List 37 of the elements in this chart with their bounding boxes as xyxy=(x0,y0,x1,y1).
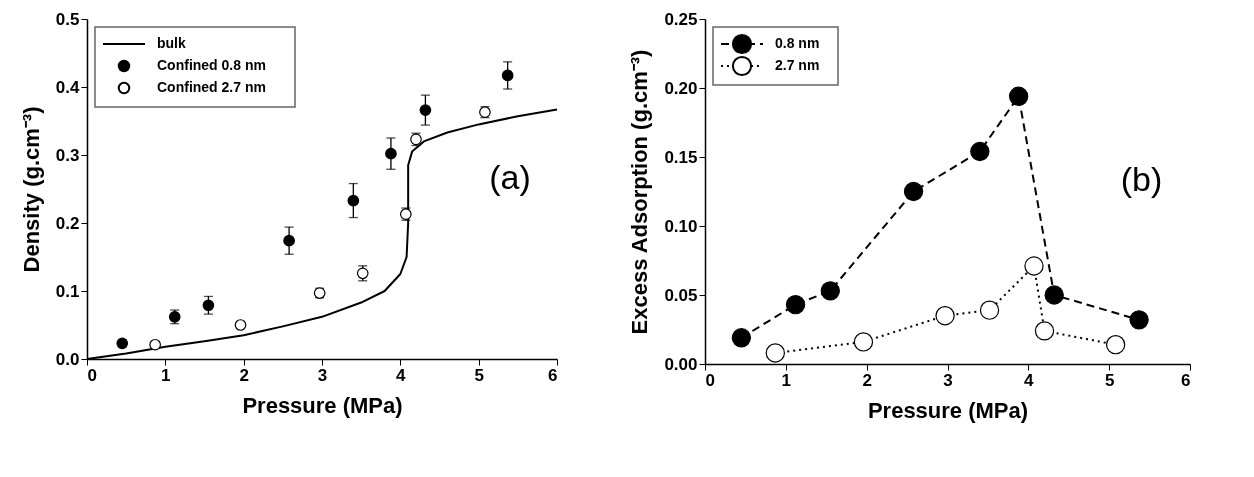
y-tick-label: 0.5 xyxy=(55,9,80,29)
y-tick-label: 0.2 xyxy=(55,213,80,233)
x-tick-label: 1 xyxy=(781,370,792,390)
y-tick-label: 0.0 xyxy=(55,349,80,369)
x-tick-label: 0 xyxy=(87,365,97,385)
y-tick-label: 0.1 xyxy=(55,281,80,301)
x-tick-label: 5 xyxy=(474,365,484,385)
y-tick-label: 0.10 xyxy=(664,216,698,236)
x-axis-title: Pressure (MPa) xyxy=(242,392,403,418)
x-tick-label: 4 xyxy=(396,365,407,385)
y-axis-title: Density (g.cm⁻³) xyxy=(18,106,44,273)
y-tick-label: 0.20 xyxy=(664,78,698,98)
x-tick-label: 0 xyxy=(705,370,715,390)
x-tick-label: 6 xyxy=(548,365,558,385)
x-tick-label: 1 xyxy=(161,365,171,385)
legend-label: Confined 0.8 nm xyxy=(157,57,266,73)
y-tick-label: 0.00 xyxy=(664,354,698,374)
y-tick-label: 0.25 xyxy=(664,9,698,29)
annotation: (a) xyxy=(489,157,531,196)
x-tick-label: 2 xyxy=(862,370,872,390)
y-axis-title: Excess Adsorption (g.cm⁻³) xyxy=(627,49,653,335)
legend-label: Confined 2.7 nm xyxy=(157,79,266,95)
legend-label: bulk xyxy=(157,35,186,51)
x-tick-label: 4 xyxy=(1024,370,1035,390)
annotation: (b) xyxy=(1120,160,1163,199)
x-axis-title: Pressure (MPa) xyxy=(867,397,1029,423)
x-tick-label: 6 xyxy=(1181,370,1191,390)
y-tick-label: 0.4 xyxy=(55,77,81,97)
y-tick-label: 0.3 xyxy=(55,145,80,165)
x-tick-label: 2 xyxy=(239,365,249,385)
x-tick-label: 5 xyxy=(1104,370,1115,390)
legend-label: 0.8 nm xyxy=(775,35,820,51)
y-tick-label: 0.15 xyxy=(664,147,698,167)
x-tick-label: 3 xyxy=(943,370,953,390)
x-tick-label: 3 xyxy=(317,365,328,385)
legend-label: 2.7 nm xyxy=(775,57,820,73)
y-tick-label: 0.05 xyxy=(664,285,698,305)
